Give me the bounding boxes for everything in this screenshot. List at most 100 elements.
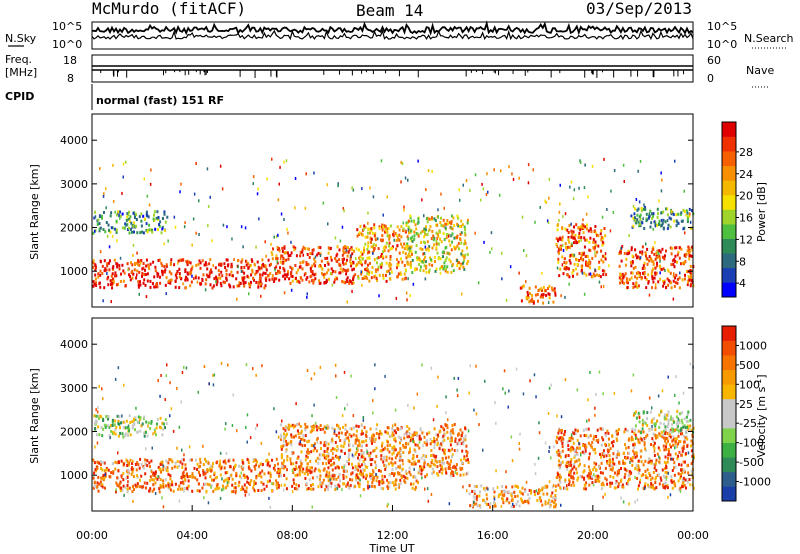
data-cell	[591, 275, 594, 279]
data-cell	[373, 275, 376, 279]
data-cell	[421, 363, 423, 367]
data-cell	[421, 476, 423, 480]
data-cell	[185, 275, 187, 279]
data-cell	[382, 460, 385, 464]
data-cell	[336, 423, 338, 427]
data-cell	[230, 265, 233, 269]
data-cell	[423, 462, 426, 466]
data-cell	[100, 426, 103, 429]
data-cell	[526, 290, 529, 294]
data-cell	[280, 453, 283, 457]
data-cell	[286, 455, 289, 458]
data-cell	[690, 428, 693, 432]
data-cell	[583, 444, 586, 448]
data-cell	[280, 433, 283, 437]
data-cell	[391, 431, 394, 435]
data-cell	[196, 468, 199, 471]
data-cell	[674, 428, 677, 432]
data-cell	[277, 435, 280, 439]
data-cell	[582, 252, 585, 256]
data-cell	[654, 428, 657, 432]
data-cell	[246, 413, 249, 417]
data-cell	[412, 437, 414, 441]
data-cell	[403, 479, 406, 483]
data-cell	[159, 416, 162, 420]
data-cell	[230, 270, 233, 274]
data-cell	[356, 234, 359, 238]
data-cell	[155, 216, 158, 220]
data-cell	[651, 424, 653, 428]
data-cell	[437, 375, 439, 379]
data-cell	[396, 266, 398, 270]
data-cell	[645, 435, 648, 439]
data-cell	[634, 451, 637, 455]
data-cell	[526, 499, 529, 503]
data-cell	[672, 443, 675, 447]
data-cell	[552, 483, 555, 487]
data-cell	[429, 437, 432, 441]
data-cell	[163, 265, 166, 268]
data-cell	[657, 252, 660, 256]
data-cell	[644, 447, 647, 451]
data-cell	[424, 487, 426, 491]
data-cell	[317, 251, 320, 255]
data-cell	[662, 279, 665, 283]
data-cell	[407, 442, 410, 446]
data-cell	[94, 468, 97, 472]
data-cell	[564, 480, 567, 484]
data-cell	[664, 439, 667, 443]
data-cell	[596, 250, 599, 254]
data-cell	[149, 262, 152, 266]
data-cell	[270, 251, 273, 255]
data-cell	[125, 218, 128, 222]
data-cell	[157, 216, 160, 219]
data-cell	[378, 480, 381, 484]
data-cell	[593, 247, 596, 251]
data-cell	[674, 440, 677, 443]
data-cell	[333, 429, 336, 433]
data-cell	[669, 281, 672, 285]
data-cell	[105, 206, 107, 210]
data-cell	[595, 468, 598, 472]
data-cell	[589, 371, 591, 374]
data-cell	[666, 460, 669, 464]
data-cell	[603, 455, 605, 459]
data-cell	[611, 460, 614, 464]
data-cell	[262, 482, 265, 486]
data-cell	[661, 389, 664, 393]
data-cell	[351, 289, 353, 293]
data-cell	[583, 186, 586, 190]
data-cell	[372, 433, 375, 437]
data-cell	[206, 470, 209, 474]
data-cell	[334, 441, 337, 444]
data-cell	[162, 505, 165, 509]
data-cell	[161, 227, 164, 231]
data-cell	[640, 460, 643, 464]
data-cell	[260, 489, 263, 493]
data-cell	[148, 489, 151, 493]
data-cell	[665, 442, 668, 446]
data-cell	[646, 257, 649, 261]
data-cell	[261, 263, 263, 267]
data-cell	[530, 491, 533, 495]
data-cell	[104, 486, 106, 490]
data-cell	[344, 262, 347, 266]
data-cell	[137, 280, 140, 284]
data-cell	[433, 255, 436, 259]
data-cell	[100, 476, 103, 480]
data-cell	[648, 485, 651, 489]
data-cell	[651, 275, 654, 279]
data-cell	[441, 440, 444, 444]
data-cell	[511, 498, 514, 502]
data-cell	[551, 491, 554, 495]
data-cell	[166, 469, 169, 473]
data-cell	[276, 246, 279, 249]
noise-tick-low-left: 10^0	[52, 38, 82, 51]
data-cell	[426, 487, 429, 491]
data-cell	[339, 439, 342, 442]
data-cell	[371, 232, 374, 235]
data-cell	[106, 272, 108, 275]
data-cell	[595, 273, 598, 277]
data-cell	[323, 272, 326, 276]
data-cell	[568, 473, 570, 477]
